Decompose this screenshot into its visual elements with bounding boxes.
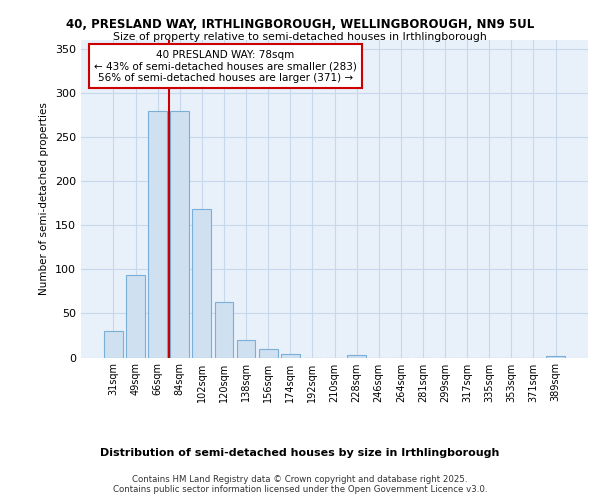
Bar [193,210,211,358]
Bar [259,348,278,358]
Bar [148,110,167,358]
Text: 40 PRESLAND WAY: 78sqm
← 43% of semi-detached houses are smaller (283)
56% of se: 40 PRESLAND WAY: 78sqm ← 43% of semi-det… [94,50,357,82]
Text: 40, PRESLAND WAY, IRTHLINGBOROUGH, WELLINGBOROUGH, NN9 5UL: 40, PRESLAND WAY, IRTHLINGBOROUGH, WELLI… [66,18,534,30]
Bar [546,356,565,358]
Bar [170,110,189,358]
Y-axis label: Number of semi-detached properties: Number of semi-detached properties [40,102,49,295]
Text: Size of property relative to semi-detached houses in Irthlingborough: Size of property relative to semi-detach… [113,32,487,42]
Bar [347,355,366,358]
Bar [104,331,123,357]
Text: Contains HM Land Registry data © Crown copyright and database right 2025.
Contai: Contains HM Land Registry data © Crown c… [113,474,487,494]
Bar [126,276,145,357]
Bar [215,302,233,358]
Bar [281,354,299,358]
Text: Distribution of semi-detached houses by size in Irthlingborough: Distribution of semi-detached houses by … [100,448,500,458]
Bar [236,340,256,357]
